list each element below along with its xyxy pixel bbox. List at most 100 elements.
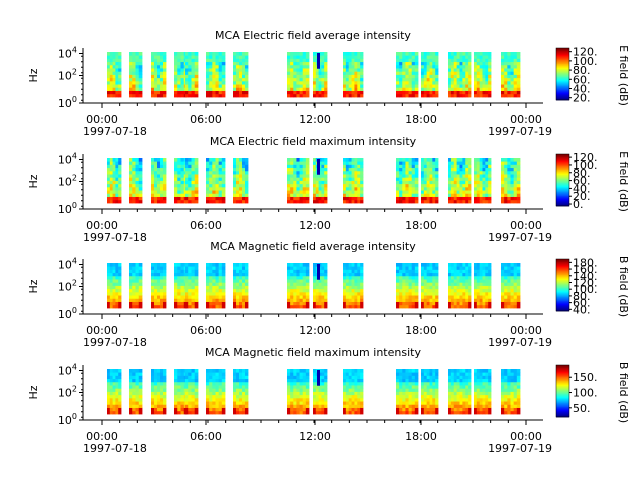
spectrogram-cell — [305, 301, 310, 306]
spectrogram-cell — [287, 401, 291, 405]
spectrogram-cell — [296, 193, 300, 197]
spectrogram-cell — [157, 388, 161, 392]
spectrogram-cell — [513, 90, 518, 95]
spectrogram-cell — [354, 58, 358, 63]
spectrogram-cell — [465, 407, 469, 412]
spectrogram-cell — [456, 263, 460, 267]
colorbar-tick-label: 120. — [573, 276, 598, 289]
spectrogram-cell — [151, 61, 155, 66]
spectrogram-cell — [343, 164, 347, 169]
spectrogram-cell — [450, 167, 455, 172]
spectrogram-cell — [163, 71, 167, 75]
spectrogram-cell — [474, 295, 478, 299]
spectrogram-cell — [504, 285, 508, 290]
spectrogram-cell — [402, 282, 406, 286]
spectrogram-cell — [107, 174, 111, 178]
spectrogram-cell — [348, 263, 352, 267]
spectrogram-cell — [296, 404, 300, 408]
spectrogram-cell — [221, 301, 226, 306]
spectrogram-cell — [115, 93, 119, 98]
spectrogram-cell — [318, 167, 322, 172]
spectrogram-cell — [351, 279, 355, 283]
spectrogram-cell — [180, 288, 185, 293]
spectrogram-cell — [242, 161, 246, 165]
spectrogram-cell — [318, 298, 322, 302]
spectrogram-cell — [302, 180, 307, 185]
y-tick-label: 104 — [58, 257, 77, 272]
spectrogram-cell — [516, 93, 521, 98]
spectrogram-cell — [501, 279, 505, 283]
spectrogram-cell — [485, 58, 489, 63]
spectrogram-cell — [135, 291, 140, 296]
spectrogram-cell — [348, 372, 352, 376]
spectrogram-cell — [206, 55, 210, 59]
spectrogram-cell — [357, 291, 361, 296]
spectrogram-cell — [348, 410, 352, 415]
spectrogram-cell — [296, 394, 300, 399]
spectrogram-cell — [488, 193, 492, 197]
spectrogram-cell — [414, 291, 419, 296]
spectrogram-cell — [435, 291, 439, 296]
spectrogram-cell — [233, 190, 237, 194]
spectrogram-cell — [351, 58, 355, 63]
spectrogram-cell — [485, 177, 489, 181]
spectrogram-cell — [206, 164, 210, 169]
spectrogram-cell — [429, 71, 433, 75]
spectrogram-cell — [185, 161, 189, 165]
spectrogram-cell — [209, 52, 213, 56]
spectrogram-cell — [453, 388, 458, 392]
colorbar-segment — [556, 286, 569, 288]
spectrogram-cell — [414, 388, 419, 392]
spectrogram-cell — [462, 404, 466, 408]
spectrogram-cell — [402, 375, 406, 380]
spectrogram-cell — [115, 174, 119, 178]
spectrogram-cell — [109, 397, 113, 402]
spectrogram-cell — [138, 180, 143, 185]
spectrogram-cell — [233, 61, 237, 66]
spectrogram-cell — [242, 285, 246, 290]
spectrogram-cell — [504, 272, 508, 277]
spectrogram-cell — [129, 164, 133, 169]
spectrogram-cell — [185, 266, 189, 270]
spectrogram-cell — [462, 68, 466, 72]
spectrogram-cell — [402, 180, 406, 185]
spectrogram-cell — [405, 394, 409, 399]
spectrogram-cell — [479, 285, 483, 290]
spectrogram-cell — [429, 388, 433, 392]
spectrogram-cell — [485, 266, 489, 270]
spectrogram-cell — [453, 407, 458, 412]
spectrogram-cell — [242, 55, 246, 59]
spectrogram-cell — [188, 87, 192, 91]
spectrogram-cell — [107, 404, 111, 408]
spectrogram-cell — [432, 71, 436, 75]
spectrogram-cell — [510, 272, 515, 277]
spectrogram-cell — [163, 295, 167, 299]
spectrogram-cell — [343, 180, 347, 185]
spectrogram-cell — [405, 180, 409, 185]
spectrogram-cell — [163, 304, 167, 309]
spectrogram-cell — [516, 170, 521, 175]
spectrogram-cell — [138, 385, 143, 389]
spectrogram-cell — [138, 80, 143, 85]
spectrogram-cell — [107, 183, 111, 188]
spectrogram-cell — [474, 282, 478, 286]
spectrogram-cell — [432, 282, 436, 286]
spectrogram-cell — [411, 174, 416, 178]
spectrogram-cell — [468, 375, 472, 380]
spectrogram-cell — [414, 381, 419, 386]
spectrogram-cell — [296, 164, 300, 169]
spectrogram-cell — [465, 190, 469, 194]
spectrogram-cell — [242, 279, 246, 283]
spectrogram-cell — [163, 269, 167, 274]
spectrogram-cell — [357, 74, 361, 79]
spectrogram-cell — [185, 304, 189, 309]
colorbar-frame — [555, 47, 570, 101]
spectrogram-cell — [180, 193, 185, 197]
spectrogram-cell — [324, 410, 328, 415]
spectrogram-cell — [163, 369, 167, 373]
spectrogram-cell — [459, 266, 463, 270]
spectrogram-cell — [414, 391, 419, 396]
spectrogram-cell — [185, 199, 189, 204]
spectrogram-cell — [287, 193, 291, 197]
spectrogram-cell — [313, 87, 317, 91]
